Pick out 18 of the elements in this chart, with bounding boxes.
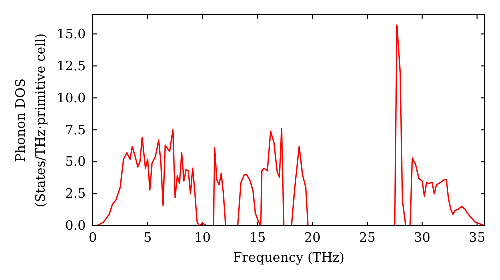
y-tick-label: 10.0 xyxy=(57,91,86,106)
y-tick-label: 2.5 xyxy=(65,187,86,202)
y-tick-label: 5.0 xyxy=(65,155,86,170)
x-axis-title: Frequency (THz) xyxy=(233,251,345,266)
x-tick-label: 30 xyxy=(414,231,431,246)
x-tick-label: 5 xyxy=(144,231,152,246)
y-tick-label: 12.5 xyxy=(57,59,86,74)
x-tick-label: 15 xyxy=(249,231,266,246)
line-series xyxy=(93,24,485,226)
x-tick-label: 10 xyxy=(194,231,212,246)
x-tick-label: 20 xyxy=(304,231,321,246)
x-tick-label: 25 xyxy=(359,231,376,246)
y-tick-label: 0.0 xyxy=(65,219,86,234)
x-tick-label: 35 xyxy=(469,231,486,246)
y-tick-label: 7.5 xyxy=(65,123,86,138)
y-axis-title: Phonon DOS (States/THz·primitive cell) xyxy=(14,33,49,208)
y-tick-label: 15.0 xyxy=(57,27,86,42)
x-tick-label: 0 xyxy=(88,231,98,246)
